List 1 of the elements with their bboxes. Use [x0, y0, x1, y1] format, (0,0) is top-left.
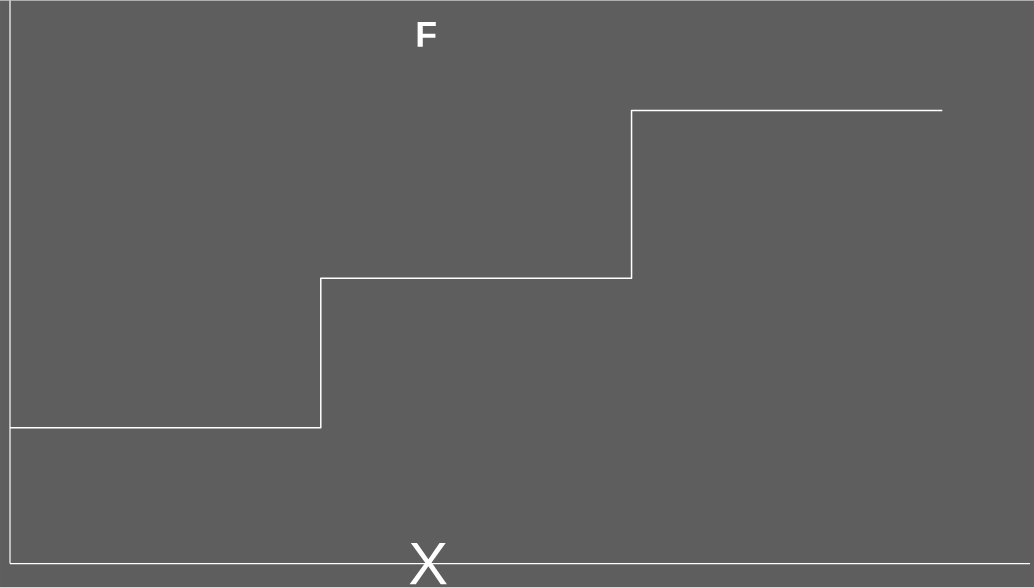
- y-axis-title: F: [417, 22, 436, 47]
